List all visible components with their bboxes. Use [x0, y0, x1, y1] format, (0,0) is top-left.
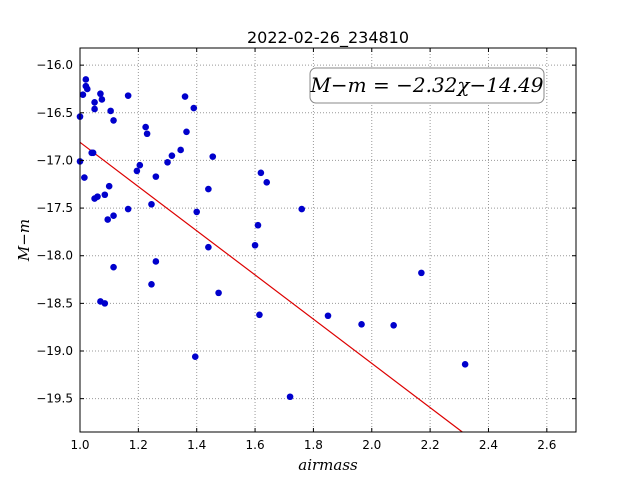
- x-tick-label: 2.0: [362, 438, 381, 452]
- data-point: [91, 105, 98, 113]
- y-tick-label: −16.0: [36, 58, 73, 72]
- data-point: [209, 153, 217, 160]
- data-point: [298, 205, 306, 213]
- data-point: [164, 159, 171, 166]
- plot-frame: [79, 47, 577, 433]
- data-point: [82, 76, 90, 83]
- x-axis-label: airmass: [298, 456, 358, 474]
- y-tick-label: −16.5: [36, 106, 73, 120]
- y-tick-label: −19.0: [36, 344, 73, 358]
- chart-title: 2022-02-26_234810: [247, 28, 409, 48]
- data-point: [148, 281, 155, 288]
- fit-equation: M−m = −2.32χ−14.49: [309, 73, 543, 97]
- data-point: [148, 200, 155, 208]
- data-point: [124, 92, 132, 99]
- data-point: [215, 289, 222, 297]
- data-point: [390, 321, 397, 329]
- data-points: [76, 76, 469, 401]
- x-tick-label: 1.2: [129, 438, 148, 452]
- data-point: [286, 393, 294, 401]
- data-point: [256, 311, 263, 319]
- data-point: [136, 161, 144, 169]
- data-point: [81, 174, 88, 181]
- annotation-box: [309, 67, 545, 104]
- data-point: [105, 182, 113, 190]
- data-point: [110, 117, 117, 124]
- fit-line-layer: [79, 141, 463, 433]
- y-tick-label: −18.5: [36, 296, 73, 310]
- x-tick-label: 1.6: [246, 438, 265, 452]
- x-tick-label: 2.4: [479, 438, 498, 452]
- data-point: [124, 205, 132, 213]
- x-tick-label: 1.4: [187, 438, 206, 452]
- axis-ticks: 1.0 1.2 1.4 1.6 1.8 2.0 2.2 2.4 2.6 −16.0 −16.5 −17…: [36, 48, 576, 452]
- data-point: [168, 152, 176, 159]
- data-point: [418, 269, 425, 277]
- data-point: [254, 221, 262, 229]
- data-point: [133, 167, 141, 175]
- data-point: [107, 107, 114, 115]
- data-point: [181, 93, 189, 100]
- y-axis-label: M−m: [15, 219, 33, 262]
- data-point: [83, 85, 91, 93]
- data-point: [183, 128, 190, 136]
- data-point: [98, 96, 106, 103]
- data-point: [152, 258, 160, 265]
- data-point: [97, 90, 104, 98]
- y-tick-label: −18.0: [36, 249, 73, 263]
- y-tick-label: −17.0: [36, 153, 73, 167]
- data-point: [190, 104, 198, 112]
- data-point: [263, 179, 271, 186]
- data-point: [191, 353, 199, 361]
- data-point: [101, 191, 109, 199]
- data-point: [358, 321, 365, 328]
- x-tick-label: 1.0: [70, 438, 89, 452]
- data-point: [94, 193, 101, 200]
- data-point: [193, 208, 201, 216]
- y-tick-label: −17.5: [36, 201, 73, 215]
- data-point: [205, 243, 212, 251]
- data-point: [91, 99, 98, 106]
- data-point: [461, 361, 469, 368]
- data-point: [152, 173, 160, 180]
- x-tick-label: 1.8: [304, 438, 323, 452]
- y-tick-label: −19.5: [36, 392, 73, 406]
- fit-line: [79, 141, 463, 433]
- data-point: [205, 185, 212, 193]
- data-point: [257, 169, 265, 177]
- x-tick-label: 2.6: [537, 438, 556, 452]
- fit-equation-box: M−m = −2.32χ−14.49: [309, 67, 545, 104]
- data-point: [110, 263, 117, 271]
- data-point: [104, 216, 112, 223]
- data-point: [251, 241, 259, 249]
- data-point: [177, 146, 184, 154]
- data-point: [143, 130, 151, 138]
- data-point: [101, 300, 109, 307]
- data-point: [110, 212, 117, 220]
- data-point: [142, 123, 149, 131]
- data-point: [89, 149, 97, 157]
- data-point: [79, 91, 87, 98]
- x-tick-label: 2.2: [421, 438, 440, 452]
- data-point: [324, 312, 332, 320]
